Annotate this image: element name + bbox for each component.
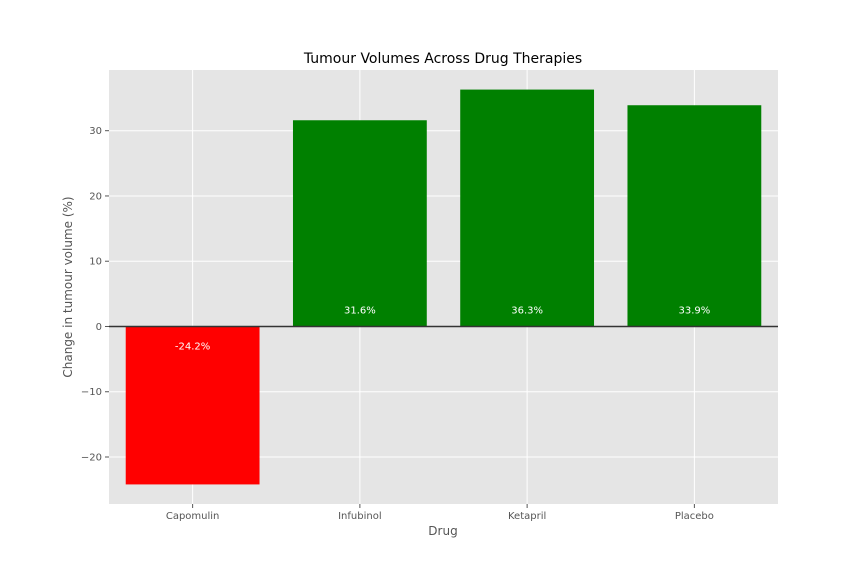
chart-title: Tumour Volumes Across Drug Therapies bbox=[303, 51, 582, 67]
x-tick-label: Capomulin bbox=[166, 511, 220, 522]
y-tick-label: 30 bbox=[89, 126, 102, 137]
x-tick-label: Infubinol bbox=[338, 511, 382, 522]
y-tick-label: −20 bbox=[81, 453, 102, 464]
y-tick-label: 10 bbox=[89, 257, 102, 268]
x-tick-label: Ketapril bbox=[508, 511, 546, 522]
bar-capomulin bbox=[125, 326, 260, 485]
data-label: 36.3% bbox=[511, 305, 543, 316]
bar-placebo bbox=[627, 105, 762, 327]
y-axis-ticks: −20 −10 0 10 20 30 bbox=[81, 126, 109, 464]
data-label: -24.2% bbox=[175, 341, 210, 352]
bar-ketapril bbox=[460, 89, 595, 327]
data-labels: -24.2% 31.6% 36.3% 33.9% bbox=[175, 305, 710, 352]
y-tick-label: 0 bbox=[96, 322, 102, 333]
data-label: 31.6% bbox=[344, 305, 376, 316]
data-label: 33.9% bbox=[678, 305, 710, 316]
x-axis-label: Drug bbox=[428, 524, 457, 538]
x-tick-label: Placebo bbox=[675, 511, 714, 522]
y-axis-label: Change in tumour volume (%) bbox=[61, 196, 75, 377]
bars bbox=[125, 89, 762, 485]
y-tick-label: −10 bbox=[81, 387, 102, 398]
x-axis-ticks: Capomulin Infubinol Ketapril Placebo bbox=[166, 504, 714, 522]
y-tick-label: 20 bbox=[89, 191, 102, 202]
bar-infubinol bbox=[292, 120, 427, 327]
